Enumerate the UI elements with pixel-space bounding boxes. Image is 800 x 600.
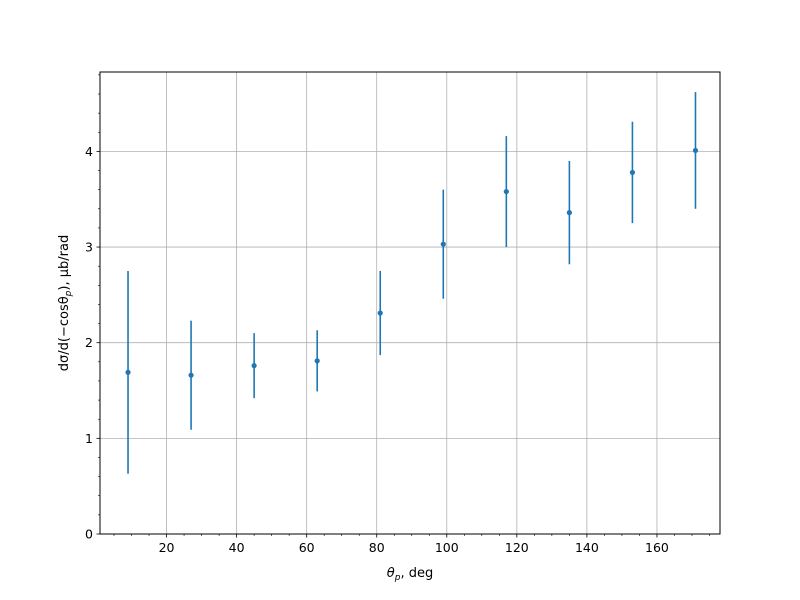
x-tick-label: 20 bbox=[159, 540, 175, 555]
y-tick-label: 4 bbox=[85, 144, 93, 159]
x-tick-label: 120 bbox=[505, 540, 529, 555]
y-axis-label-unit: ), μb/rad bbox=[57, 235, 72, 291]
x-tick-label: 140 bbox=[575, 540, 599, 555]
ticks: 20 40 60 80 100 120 140 160 0 1 2 3 4 bbox=[85, 74, 710, 555]
x-tick-label: 160 bbox=[645, 540, 669, 555]
x-tick-label: 100 bbox=[435, 540, 459, 555]
data-point bbox=[314, 358, 320, 364]
data-point bbox=[692, 147, 699, 154]
y-tick-label: 3 bbox=[85, 240, 93, 255]
x-tick-label: 60 bbox=[299, 540, 315, 555]
x-axis-label: θp, deg bbox=[387, 566, 433, 583]
y-axis-label: dσ/d(−cosθp), μb/rad bbox=[57, 235, 74, 371]
data-point bbox=[251, 363, 257, 369]
x-tick-label: 80 bbox=[369, 540, 385, 555]
data-marks bbox=[125, 92, 699, 474]
data-point bbox=[188, 372, 194, 378]
y-axis-label-main: dσ/d(−cosθ bbox=[57, 296, 72, 371]
y-axis-label-subscript: p bbox=[64, 290, 74, 297]
data-point bbox=[566, 210, 572, 216]
y-tick-label: 0 bbox=[85, 527, 93, 542]
data-point bbox=[503, 188, 509, 195]
y-tick-label: 1 bbox=[85, 431, 93, 446]
data-point bbox=[377, 310, 383, 316]
x-axis-label-subscript: p bbox=[394, 573, 401, 583]
data-point bbox=[440, 241, 446, 247]
x-axis-label-unit: , deg bbox=[400, 566, 433, 581]
x-axis-label-symbol: θ bbox=[387, 566, 395, 581]
grid bbox=[100, 72, 720, 535]
data-point bbox=[125, 369, 131, 375]
y-tick-label: 2 bbox=[85, 335, 93, 350]
data-point bbox=[629, 169, 636, 176]
x-tick-label: 40 bbox=[229, 540, 245, 555]
plot-frame bbox=[99, 71, 721, 535]
